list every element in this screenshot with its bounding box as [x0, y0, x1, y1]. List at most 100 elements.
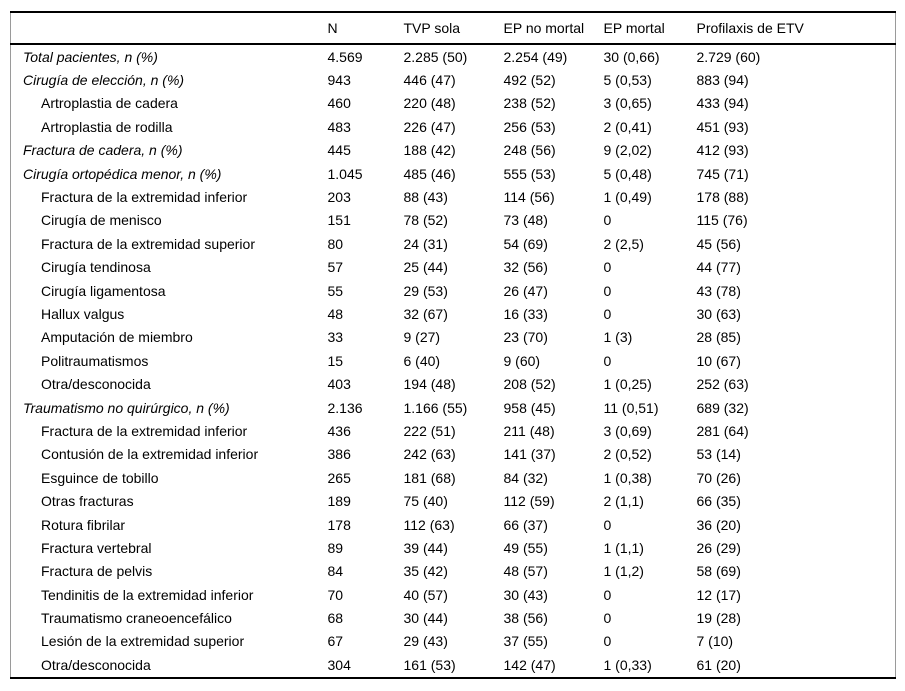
- cell-value: 6 (40): [403, 352, 441, 369]
- cell-value: 55: [327, 282, 344, 299]
- row-label: Otras fracturas: [41, 493, 134, 510]
- cell-value: 689 (32): [696, 399, 749, 416]
- cell-value: 61 (20): [696, 656, 741, 673]
- cell-value: 66 (37): [503, 516, 548, 533]
- cell-value: 84: [327, 563, 344, 580]
- table-row: Otra/desconocida 304 161 (53) 142 (47) 1 (0,…: [11, 653, 896, 677]
- cell-value: 32 (56): [503, 259, 548, 276]
- table-row: Contusión de la extremidad inferior 386 24…: [11, 443, 896, 466]
- cell-value: 142 (47): [503, 656, 556, 673]
- row-label: Fractura de cadera, n (%): [23, 142, 183, 159]
- row-label: Cirugía de elección, n (%): [23, 72, 185, 89]
- table-row: Amputación de miembro 33 9 (27) 23 (70) 1 (3…: [11, 326, 896, 349]
- cell-value: 114 (56): [503, 189, 555, 206]
- cell-value: 24 (31): [403, 235, 448, 252]
- cell-value: 0: [603, 633, 612, 650]
- cell-value: 1 (0,33): [603, 656, 652, 673]
- table-header-row: N TVP sola EP no mortal EP mortal Profil…: [10, 12, 896, 45]
- row-label: Politraumatismos: [41, 352, 149, 369]
- cell-value: 53 (14): [696, 446, 741, 463]
- cell-value: 80: [327, 235, 344, 252]
- cell-value: 67: [327, 633, 344, 650]
- row-label: Contusión de la extremidad inferior: [41, 446, 259, 463]
- cell-value: 1.166 (55): [403, 399, 468, 416]
- table-row: Otras fracturas 189 75 (40) 112 (59) 2 (1,1)…: [11, 489, 896, 512]
- table-row: Total pacientes, n (%) 4.569 2.285 (50) 2.2…: [11, 44, 896, 68]
- cell-value: 265: [327, 469, 351, 486]
- cell-value: 436: [327, 422, 351, 439]
- cell-value: 281 (64): [696, 422, 749, 439]
- cell-value: 0: [603, 305, 612, 322]
- cell-value: 2.285 (50): [403, 48, 468, 65]
- cell-value: 2 (1,1): [603, 493, 644, 510]
- row-label: Otra/desconocida: [41, 376, 151, 393]
- table-row: Otra/desconocida 403 194 (48) 208 (52) 1 (0,…: [11, 372, 896, 395]
- cell-value: 492 (52): [503, 72, 556, 89]
- cell-value: 7 (10): [696, 633, 734, 650]
- cell-value: 0: [603, 259, 612, 276]
- cell-value: 48: [327, 305, 344, 322]
- table-header: N TVP sola EP no mortal EP mortal Profil…: [10, 12, 896, 45]
- cell-value: 30 (0,66): [603, 48, 660, 65]
- row-label: Artroplastia de rodilla: [41, 118, 173, 135]
- table-row: Traumatismo no quirúrgico, n (%) 2.136 1.1…: [11, 396, 896, 419]
- cell-value: 26 (29): [696, 539, 741, 556]
- cell-value: 54 (69): [503, 235, 548, 252]
- row-label: Artroplastia de cadera: [41, 95, 178, 112]
- cell-value: 28 (85): [696, 329, 741, 346]
- cell-value: 78 (52): [403, 212, 448, 229]
- cell-value: 26 (47): [503, 282, 548, 299]
- cell-value: 38 (56): [503, 610, 548, 627]
- cell-value: 2 (0,41): [603, 118, 652, 135]
- cell-value: 161 (53): [403, 656, 456, 673]
- row-label: Hallux valgus: [41, 305, 125, 322]
- cell-value: 45 (56): [696, 235, 741, 252]
- row-label: Lesión de la extremidad superior: [41, 633, 245, 650]
- table-row: Cirugía de elección, n (%) 943 446 (47) 492…: [11, 68, 896, 91]
- cell-value: 256 (53): [503, 118, 556, 135]
- cell-value: 220 (48): [403, 95, 456, 112]
- cell-value: 70: [327, 586, 344, 603]
- column-header-ep-mortal: EP mortal: [596, 12, 690, 45]
- row-label: Cirugía de menisco: [41, 212, 162, 229]
- cell-value: 25 (44): [403, 259, 448, 276]
- cell-value: 2.136: [327, 399, 363, 416]
- column-header-empty: [10, 12, 321, 45]
- cell-value: 9 (2,02): [603, 142, 652, 159]
- cell-value: 178 (88): [696, 189, 749, 206]
- cell-value: 433 (94): [696, 95, 749, 112]
- cell-value: 2 (2,5): [603, 235, 644, 252]
- cell-value: 1 (0,49): [603, 189, 652, 206]
- cell-value: 73 (48): [503, 212, 548, 229]
- table-row: Lesión de la extremidad superior 67 29 (43…: [11, 630, 896, 653]
- cell-value: 883 (94): [696, 72, 749, 89]
- cell-value: 181 (68): [403, 469, 456, 486]
- row-label: Total pacientes, n (%): [23, 48, 158, 65]
- cell-value: 89: [327, 539, 344, 556]
- table-row: Hallux valgus 48 32 (67) 16 (33) 0 30 (63): [11, 302, 896, 325]
- cell-value: 0: [603, 352, 612, 369]
- cell-value: 43 (78): [696, 282, 741, 299]
- row-label: Otra/desconocida: [41, 656, 151, 673]
- cell-value: 57: [327, 259, 344, 276]
- row-label: Rotura fibrilar: [41, 516, 126, 533]
- cell-value: 1 (0,38): [603, 469, 652, 486]
- table-row: Cirugía ortopédica menor, n (%) 1.045 485 …: [11, 162, 896, 185]
- cell-value: 48 (57): [503, 563, 548, 580]
- cell-value: 189: [327, 493, 351, 510]
- cell-value: 12 (17): [696, 586, 741, 603]
- cell-value: 16 (33): [503, 305, 548, 322]
- cell-value: 37 (55): [503, 633, 548, 650]
- cell-value: 58 (69): [696, 563, 741, 580]
- cell-value: 178: [327, 516, 351, 533]
- table-row: Politraumatismos 15 6 (40) 9 (60) 0 10 (67): [11, 349, 896, 372]
- row-label: Fractura de la extremidad inferior: [41, 422, 248, 439]
- cell-value: 112 (59): [503, 493, 555, 510]
- cell-value: 70 (26): [696, 469, 741, 486]
- row-label: Fractura de la extremidad inferior: [41, 189, 248, 206]
- cell-value: 451 (93): [696, 118, 749, 135]
- cell-value: 248 (56): [503, 142, 556, 159]
- cell-value: 88 (43): [403, 189, 448, 206]
- cell-value: 30 (43): [503, 586, 548, 603]
- cell-value: 555 (53): [503, 165, 556, 182]
